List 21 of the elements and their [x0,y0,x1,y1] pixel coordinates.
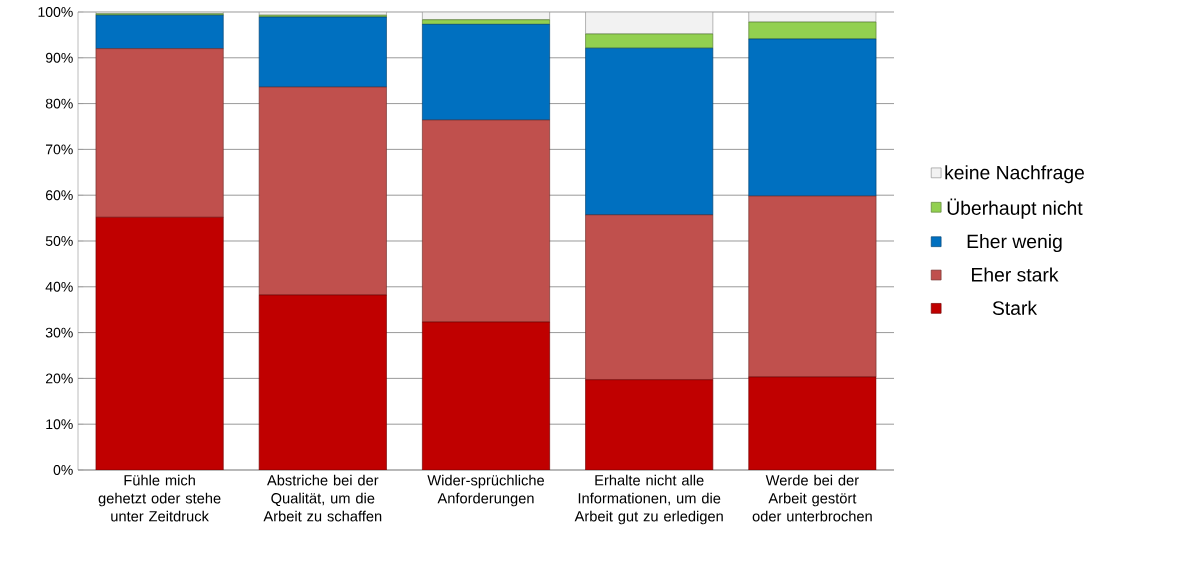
x-tick-label: Abstriche bei der Qualität, um die Arbeit zu schaffen [263,474,382,522]
y-tick-label: 30% [45,327,73,338]
text: Stark [992,300,1038,315]
x-tick-label: Werde bei der Arbeit gestört oder unterbrochen [752,474,872,522]
x-tick-label: Wider-sprüchliche Anforderungen [427,474,545,507]
y-tick-label: 0% [53,465,73,475]
y-tick-label: 70% [45,144,73,155]
x-tick-label: Erhalte nicht alle Informationen, um die Arbeit gut zu erledigen [574,474,723,525]
y-tick-label: 40% [45,281,73,292]
y-tick-label: 20% [45,373,73,384]
legend-label: keine Nachfrage [945,165,1084,184]
legend-label: Überhaupt nicht [947,198,1083,219]
y-tick-label: 90% [45,52,73,63]
y-tick-label: 10% [46,419,73,430]
y-tick-label: 50% [45,236,73,246]
y-tick-label: 100% [38,7,73,17]
legend-label: Eher wenig [967,234,1062,253]
y-tick-label: 60% [45,190,73,201]
y-tick-label: 80% [45,98,73,109]
legend-label: Eher stark [972,267,1059,282]
x-tick-label: Fühle mich gehetzt oder stehe unter Zeitdruck [98,474,221,522]
